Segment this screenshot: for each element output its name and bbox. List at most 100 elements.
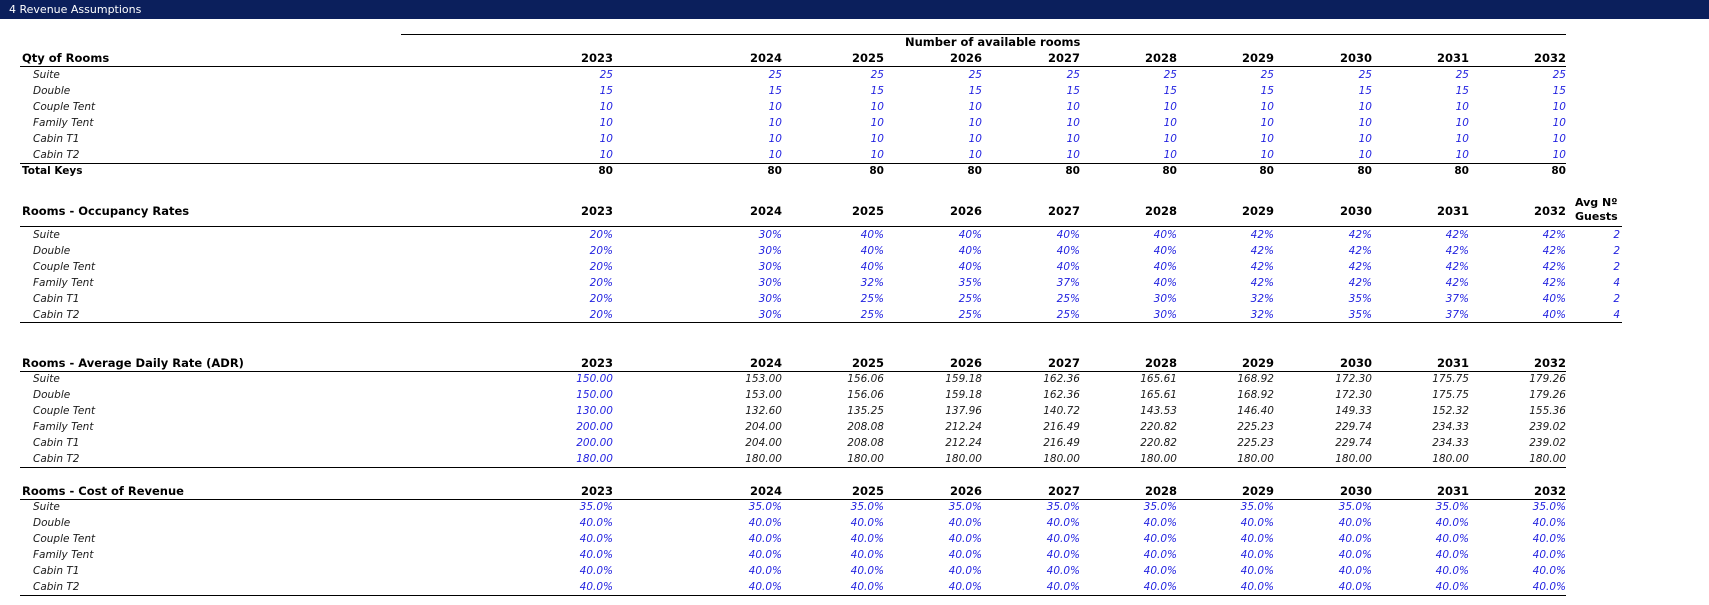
cost-cell[interactable]: 35.0%	[1338, 501, 1372, 513]
adr-cell[interactable]: 150.00	[576, 373, 613, 385]
cost-cell[interactable]: 40.0%	[948, 517, 982, 529]
adr-cell[interactable]: 239.02	[1529, 421, 1566, 433]
occupancy-cell[interactable]: 42%	[1250, 245, 1274, 257]
adr-cell[interactable]: 165.61	[1140, 373, 1177, 385]
cost-cell[interactable]: 40.0%	[1338, 549, 1372, 561]
occupancy-cell[interactable]: 20%	[589, 277, 613, 289]
occupancy-cell[interactable]: 40%	[1056, 261, 1080, 273]
cost-cell[interactable]: 40.0%	[1532, 565, 1566, 577]
adr-cell[interactable]: 212.24	[945, 421, 982, 433]
occupancy-cell[interactable]: 20%	[589, 245, 613, 257]
adr-cell[interactable]: 216.49	[1043, 421, 1080, 433]
qty-cell[interactable]: 10	[1358, 101, 1372, 113]
cost-cell[interactable]: 35.0%	[1532, 501, 1566, 513]
qty-cell[interactable]: 10	[768, 133, 782, 145]
occupancy-cell[interactable]: 25%	[860, 293, 884, 305]
adr-cell[interactable]: 180.00	[1140, 453, 1177, 465]
cost-cell[interactable]: 40.0%	[1046, 549, 1080, 561]
occupancy-cell[interactable]: 20%	[589, 309, 613, 321]
adr-row[interactable]: Cabin T2 180.00 180.00 180.00 180.00 180.00 18…	[0, 451, 1709, 467]
adr-cell[interactable]: 156.06	[847, 373, 884, 385]
avg-guests-cell[interactable]: 2	[1613, 245, 1620, 257]
adr-cell[interactable]: 239.02	[1529, 437, 1566, 449]
adr-cell[interactable]: 208.08	[847, 421, 884, 433]
cost-cell[interactable]: 40.0%	[1143, 565, 1177, 577]
qty-cell[interactable]: 10	[1358, 117, 1372, 129]
cost-cell[interactable]: 35.0%	[748, 501, 782, 513]
adr-cell[interactable]: 229.74	[1335, 437, 1372, 449]
cost-row[interactable]: Double 40.0% 40.0% 40.0% 40.0% 40.0% 40.0% 40.0…	[0, 515, 1709, 531]
adr-row[interactable]: Cabin T1 200.00 204.00 208.08 212.24 216.49 22…	[0, 435, 1709, 451]
occupancy-cell[interactable]: 42%	[1250, 277, 1274, 289]
adr-cell[interactable]: 179.26	[1529, 389, 1566, 401]
qty-cell[interactable]: 25	[1260, 69, 1274, 81]
qty-cell[interactable]: 15	[1163, 85, 1177, 97]
cost-cell[interactable]: 40.0%	[1240, 549, 1274, 561]
qty-cell[interactable]: 10	[599, 117, 613, 129]
occupancy-cell[interactable]: 40%	[860, 261, 884, 273]
qty-cell[interactable]: 10	[968, 133, 982, 145]
adr-cell[interactable]: 229.74	[1335, 421, 1372, 433]
cost-cell[interactable]: 40.0%	[1338, 565, 1372, 577]
qty-cell[interactable]: 10	[1163, 133, 1177, 145]
cost-row[interactable]: Family Tent 40.0% 40.0% 40.0% 40.0% 40.0% 40.0…	[0, 547, 1709, 563]
cost-cell[interactable]: 40.0%	[948, 549, 982, 561]
occupancy-cell[interactable]: 42%	[1445, 245, 1469, 257]
adr-cell[interactable]: 165.61	[1140, 389, 1177, 401]
avg-guests-cell[interactable]: 4	[1613, 309, 1620, 321]
occupancy-cell[interactable]: 25%	[958, 309, 982, 321]
cost-cell[interactable]: 40.0%	[1046, 581, 1080, 593]
adr-cell[interactable]: 179.26	[1529, 373, 1566, 385]
cost-cell[interactable]: 40.0%	[1435, 533, 1469, 545]
cost-cell[interactable]: 40.0%	[850, 549, 884, 561]
qty-cell[interactable]: 25	[1066, 69, 1080, 81]
qty-cell[interactable]: 15	[1552, 85, 1566, 97]
qty-cell[interactable]: 25	[870, 69, 884, 81]
qty-cell[interactable]: 10	[1358, 149, 1372, 161]
qty-cell[interactable]: 15	[1455, 85, 1469, 97]
qty-cell[interactable]: 25	[1163, 69, 1177, 81]
cost-cell[interactable]: 40.0%	[850, 565, 884, 577]
adr-cell[interactable]: 204.00	[745, 421, 782, 433]
adr-cell[interactable]: 200.00	[576, 421, 613, 433]
adr-cell[interactable]: 159.18	[945, 389, 982, 401]
cost-cell[interactable]: 40.0%	[1338, 517, 1372, 529]
qty-row[interactable]: Cabin T1 10 10 10 10 10 10 10 10 10 10	[0, 131, 1709, 147]
cost-cell[interactable]: 40.0%	[1240, 533, 1274, 545]
adr-cell[interactable]: 152.32	[1432, 405, 1469, 417]
qty-cell[interactable]: 10	[1552, 101, 1566, 113]
cost-cell[interactable]: 40.0%	[1143, 549, 1177, 561]
adr-cell[interactable]: 180.00	[945, 453, 982, 465]
adr-cell[interactable]: 155.36	[1529, 405, 1566, 417]
qty-cell[interactable]: 10	[1260, 117, 1274, 129]
occupancy-cell[interactable]: 42%	[1445, 261, 1469, 273]
adr-cell[interactable]: 208.08	[847, 437, 884, 449]
avg-guests-cell[interactable]: 2	[1613, 293, 1620, 305]
adr-cell[interactable]: 159.18	[945, 373, 982, 385]
occupancy-row[interactable]: Couple Tent 20% 30% 40% 40% 40% 40% 42% 42% 42% 42…	[0, 259, 1709, 275]
qty-cell[interactable]: 10	[968, 117, 982, 129]
occupancy-row[interactable]: Cabin T2 20% 30% 25% 25% 25% 30% 32% 35% 37% 40% 4	[0, 307, 1709, 323]
cost-cell[interactable]: 40.0%	[948, 581, 982, 593]
cost-cell[interactable]: 40.0%	[1143, 517, 1177, 529]
adr-row[interactable]: Couple Tent 130.00 132.60 135.25 137.96 140.7…	[0, 403, 1709, 419]
occupancy-cell[interactable]: 32%	[1250, 309, 1274, 321]
occupancy-cell[interactable]: 35%	[958, 277, 982, 289]
adr-cell[interactable]: 180.00	[1432, 453, 1469, 465]
qty-cell[interactable]: 10	[1066, 101, 1080, 113]
occupancy-cell[interactable]: 42%	[1348, 277, 1372, 289]
occupancy-cell[interactable]: 40%	[1153, 245, 1177, 257]
cost-cell[interactable]: 35.0%	[850, 501, 884, 513]
qty-row[interactable]: Cabin T2 10 10 10 10 10 10 10 10 10 10	[0, 147, 1709, 163]
cost-cell[interactable]: 40.0%	[748, 533, 782, 545]
occupancy-cell[interactable]: 42%	[1542, 261, 1566, 273]
qty-row[interactable]: Double 15 15 15 15 15 15 15 15 15 15	[0, 83, 1709, 99]
qty-cell[interactable]: 10	[870, 149, 884, 161]
qty-cell[interactable]: 10	[1260, 149, 1274, 161]
occupancy-cell[interactable]: 42%	[1348, 229, 1372, 241]
adr-cell[interactable]: 180.00	[1237, 453, 1274, 465]
qty-cell[interactable]: 10	[1552, 133, 1566, 145]
adr-cell[interactable]: 212.24	[945, 437, 982, 449]
qty-cell[interactable]: 10	[1455, 101, 1469, 113]
adr-cell[interactable]: 180.00	[1335, 453, 1372, 465]
